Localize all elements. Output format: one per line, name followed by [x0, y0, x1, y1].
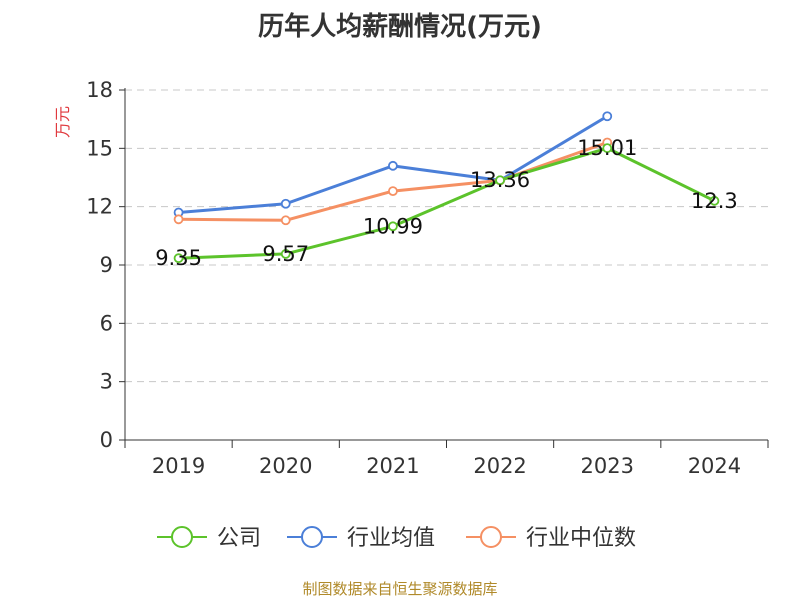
chart-title: 历年人均薪酬情况(万元) [258, 12, 542, 42]
grid-lines [125, 89, 768, 383]
data-point [602, 111, 613, 122]
x-tick-label: 2023 [581, 454, 634, 478]
data-point [388, 186, 398, 197]
y-tick-label: 15 [86, 136, 113, 160]
data-label: 13.36 [470, 168, 530, 192]
y-tick-label: 12 [86, 195, 113, 219]
legend-marker [171, 526, 193, 548]
legend-marker [301, 526, 323, 548]
y-tick-label: 6 [100, 311, 113, 335]
y-tick-label: 3 [100, 370, 113, 394]
y-tick-label: 0 [100, 428, 113, 452]
axes: 0 3 6 9 12 15 18 2019 2020 2021 2022 2023 2024 万元 [53, 78, 769, 478]
x-tick-label: 2019 [152, 454, 205, 478]
source-note: 制图数据来自恒生聚源数据库 [302, 580, 498, 598]
data-point [173, 253, 184, 264]
x-tick-label: 2024 [688, 454, 741, 478]
data-point [495, 175, 505, 186]
data-label: 15.01 [577, 136, 637, 160]
data-point [280, 198, 291, 209]
x-tick-label: 2021 [366, 454, 419, 478]
legend-label: 公司 [217, 526, 261, 551]
legend-label: 行业中位数 [526, 526, 636, 551]
data-point [388, 221, 398, 232]
x-tick-label: 2022 [473, 454, 526, 478]
legend-marker [480, 526, 502, 548]
legend-label: 行业均值 [347, 526, 435, 551]
data-labels: 9.35 9.57 10.99 13.36 15.01 12.3 [155, 136, 738, 270]
data-point [602, 143, 613, 154]
y-tick-label: 18 [86, 78, 113, 102]
data-label: 9.57 [262, 242, 309, 266]
series-line-0 [178, 146, 716, 260]
data-label: 12.3 [691, 189, 738, 213]
data-point [388, 160, 398, 171]
y-tick-label: 9 [100, 253, 113, 277]
x-tick-label: 2020 [259, 454, 312, 478]
data-point [173, 214, 184, 225]
data-label: 9.35 [155, 246, 202, 270]
data-label: 10.99 [363, 214, 423, 238]
y-axis-label: 万元 [53, 106, 72, 138]
data-point [280, 249, 291, 259]
data-point [709, 195, 720, 206]
data-point [280, 215, 291, 226]
series-lines [173, 111, 720, 264]
legend: 公司 行业均值 行业中位数 [157, 526, 636, 551]
